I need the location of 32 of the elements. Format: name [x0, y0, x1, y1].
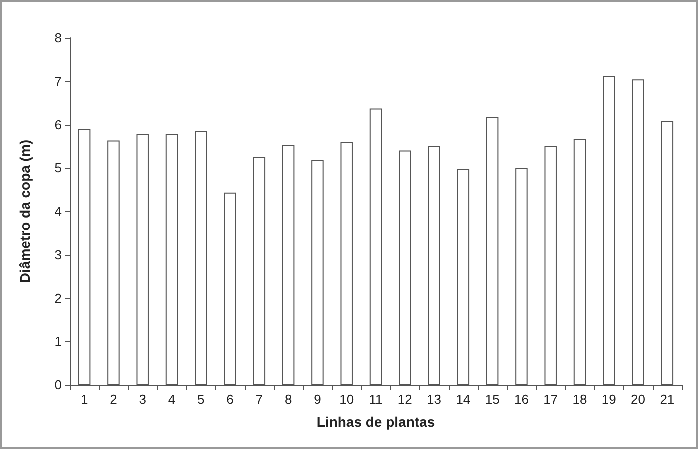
y-tick-label: 3 [54, 247, 62, 262]
y-tick-label: 6 [54, 117, 62, 132]
x-tick-label: 6 [226, 392, 234, 407]
x-tick-label: 14 [456, 392, 471, 407]
x-tick-label: 4 [168, 392, 176, 407]
x-tick-label: 11 [369, 392, 383, 407]
x-tick-label: 17 [544, 392, 558, 407]
x-tick-label: 8 [284, 392, 292, 407]
x-tick-label: 9 [314, 392, 322, 407]
x-tick-label: 16 [514, 392, 529, 407]
y-tick-label: 5 [54, 160, 62, 176]
y-tick-label: 7 [54, 74, 62, 89]
x-tick-label: 1 [80, 392, 88, 407]
y-tick-label: 8 [54, 30, 62, 46]
x-tick-label: 10 [340, 392, 354, 407]
y-tick-label: 4 [54, 204, 62, 219]
x-tick-label: 20 [631, 392, 646, 407]
x-tick-label: 13 [427, 392, 442, 407]
x-tick-label: 7 [256, 392, 264, 407]
x-tick-label: 18 [572, 392, 588, 407]
x-tick-label: 3 [139, 392, 146, 407]
x-tick-label: 5 [198, 392, 205, 407]
y-tick-label: 1 [54, 334, 62, 350]
x-tick-label: 21 [660, 392, 675, 407]
x-tick-label: 12 [398, 392, 412, 407]
x-tick-label: 2 [110, 392, 118, 407]
y-tick-label: 0 [54, 378, 62, 392]
y-tick-label: 2 [54, 290, 62, 306]
y-axis-title: Diâmetro da copa (m) [17, 140, 33, 284]
x-tick-label: 15 [485, 392, 500, 407]
x-axis-title: Linhas de plantas [316, 414, 436, 430]
x-tick-label: 19 [602, 392, 616, 407]
